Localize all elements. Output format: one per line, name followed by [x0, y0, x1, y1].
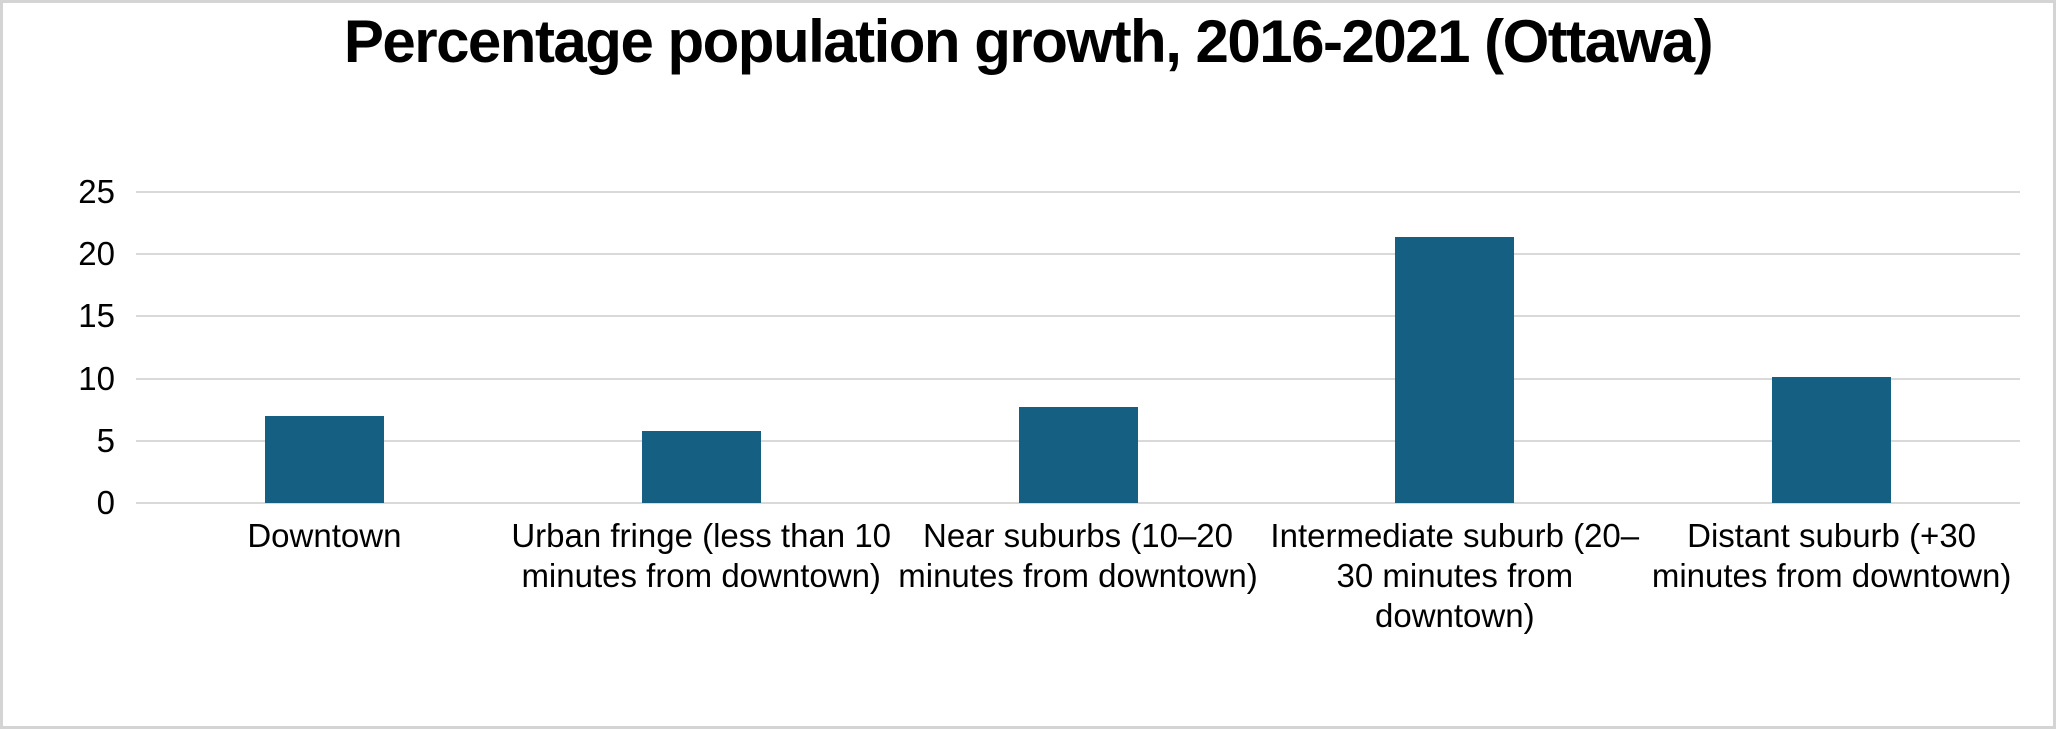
gridline: [136, 253, 2020, 256]
y-tick-label: 15: [78, 297, 115, 335]
x-category-label: Near suburbs (10–20 minutes from downtow…: [898, 517, 1258, 594]
gridline: [136, 502, 2020, 504]
x-category-label: Distant suburb (+30 minutes from downtow…: [1651, 517, 2012, 594]
y-tick-label: 10: [78, 359, 115, 397]
chart-title: Percentage population growth, 2016-2021 …: [343, 8, 1714, 75]
x-category-label: Downtown: [247, 517, 402, 554]
y-tick-label: 5: [96, 421, 115, 459]
gridline: [136, 191, 2020, 193]
x-category-label: Intermediate suburb (20– 30 minutes from…: [1270, 517, 1640, 634]
bar: [1772, 377, 1892, 503]
y-tick-label: 25: [78, 173, 115, 210]
y-tick-label: 20: [78, 235, 115, 273]
bar: [264, 415, 384, 503]
bar: [1018, 407, 1138, 503]
bar: [1395, 236, 1515, 503]
gridline: [136, 377, 2020, 380]
bar: [641, 430, 761, 503]
gridline: [136, 315, 2020, 318]
x-category-label: Urban fringe (less than 10 minutes from …: [511, 517, 892, 594]
y-tick-label: 0: [96, 484, 115, 521]
plot-area: 0 5 10 15 20 25 Downtown Urban fringe (less tha…: [3, 3, 2053, 726]
